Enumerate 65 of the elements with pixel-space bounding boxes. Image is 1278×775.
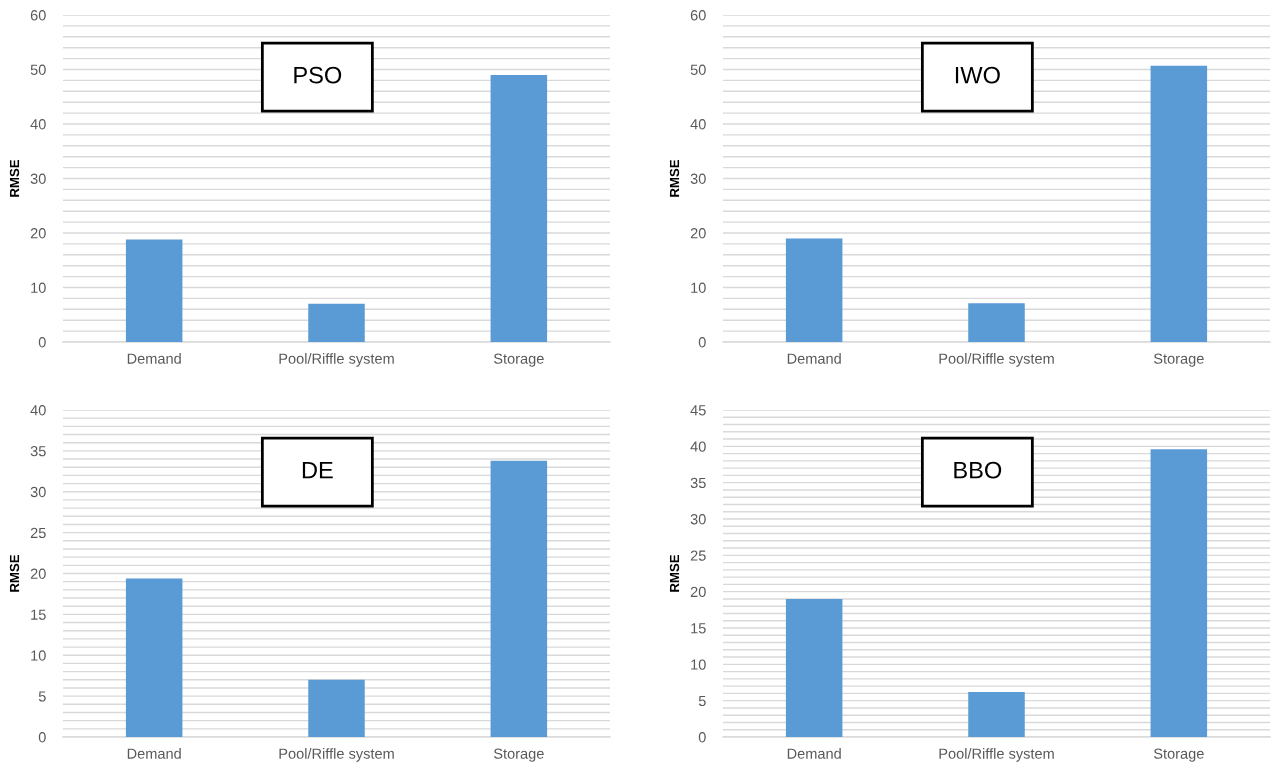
bar	[1150, 65, 1208, 342]
x-tick-label: Pool/Riffle system	[939, 353, 1054, 367]
text: PSO	[294, 66, 342, 84]
bar	[1150, 449, 1208, 737]
y-tick-label: 5	[698, 695, 706, 707]
y-tick-label: 40	[690, 119, 706, 130]
y-tick-label: 20	[30, 568, 46, 579]
bar	[125, 578, 183, 737]
x-tick-label: Storage	[493, 748, 544, 762]
y-tick-label: 15	[691, 623, 706, 634]
y-tick-label: 10	[31, 282, 46, 293]
text: BBO	[954, 461, 1002, 479]
bar	[785, 598, 843, 737]
text: DE	[302, 461, 333, 479]
y-tick-label: 25	[30, 527, 46, 539]
y-tick-label: 10	[691, 659, 706, 670]
y-tick-label: 30	[690, 173, 706, 184]
y-axis-title: RMSE	[9, 159, 20, 197]
y-tick-label: 40	[690, 441, 706, 452]
y-tick-label: 25	[690, 550, 706, 561]
y-tick-label: 60	[690, 10, 706, 21]
y-tick-label: 30	[30, 173, 46, 184]
bar	[968, 691, 1025, 737]
x-tick-label: Demand	[787, 748, 841, 759]
bar	[785, 238, 843, 342]
y-tick-label: 40	[30, 405, 46, 416]
y-tick-label: 20	[30, 228, 46, 239]
text: IWO	[955, 66, 1000, 84]
x-tick-label: Pool/Riffle system	[939, 748, 1054, 762]
y-axis-title: RMSE	[9, 554, 20, 592]
y-tick-label: 60	[30, 10, 46, 21]
x-tick-label: Demand	[127, 353, 181, 364]
y-tick-label: 35	[30, 445, 46, 457]
y-tick-label: 50	[690, 64, 706, 75]
bar	[308, 679, 365, 737]
y-tick-label: 0	[698, 337, 706, 348]
y-tick-label: 30	[30, 486, 46, 498]
y-tick-label: 0	[38, 337, 46, 348]
x-tick-label: Storage	[1153, 748, 1204, 762]
y-tick-label: 0	[698, 732, 706, 743]
bar	[490, 460, 548, 737]
y-tick-label: 40	[30, 119, 46, 130]
x-tick-label: Storage	[493, 353, 544, 367]
x-tick-label: Pool/Riffle system	[279, 748, 394, 762]
y-tick-label: 35	[690, 477, 706, 489]
y-tick-label: 15	[31, 609, 46, 620]
y-tick-label: 45	[690, 405, 706, 416]
y-tick-label: 20	[690, 586, 706, 598]
y-tick-label: 5	[38, 691, 46, 702]
y-tick-label: 30	[690, 514, 706, 525]
y-tick-label: 50	[30, 64, 46, 75]
x-tick-label: Pool/Riffle system	[279, 353, 394, 367]
bar	[490, 74, 548, 342]
bar	[968, 303, 1025, 342]
y-tick-label: 10	[31, 650, 46, 661]
y-tick-label: 20	[690, 228, 706, 239]
x-tick-label: Demand	[787, 353, 841, 364]
y-tick-label: 0	[38, 732, 46, 743]
y-tick-label: 10	[691, 282, 706, 293]
bar	[308, 303, 365, 342]
bar	[125, 239, 183, 342]
x-tick-label: Storage	[1153, 353, 1204, 367]
x-tick-label: Demand	[127, 748, 181, 759]
y-axis-title: RMSE	[669, 554, 680, 592]
y-axis-title: RMSE	[669, 159, 680, 197]
